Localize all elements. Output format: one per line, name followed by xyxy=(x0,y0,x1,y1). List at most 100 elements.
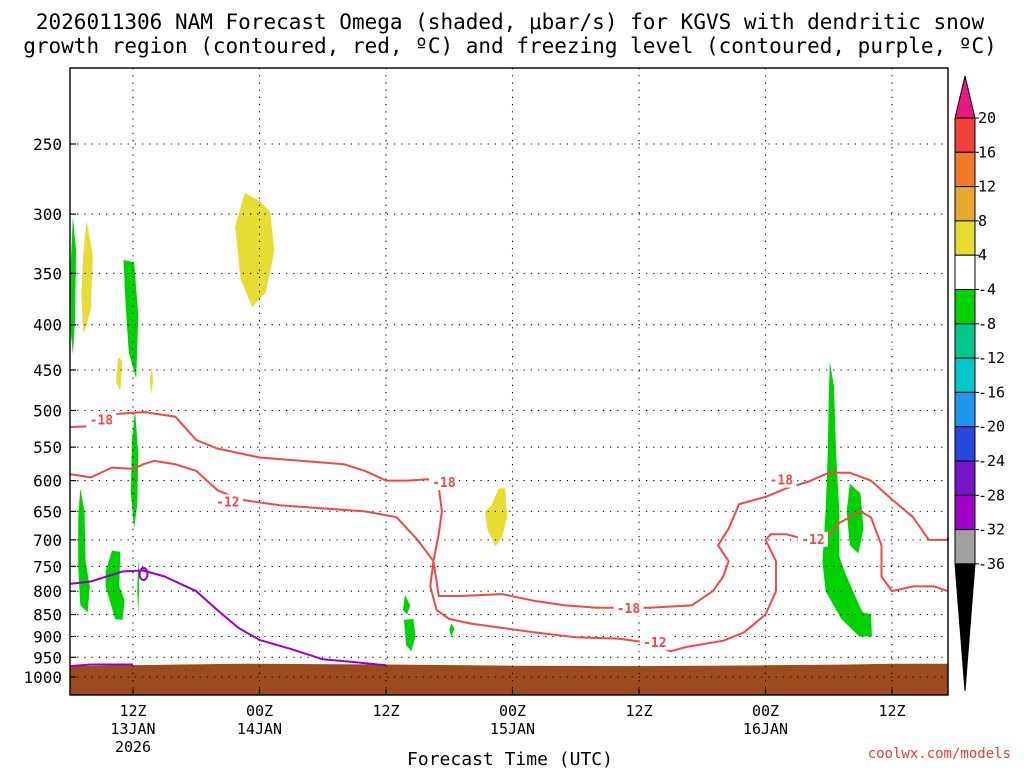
colorbar-bin xyxy=(954,151,976,188)
y-tick-label: 350 xyxy=(33,264,62,283)
colorbar-tick-label: -12 xyxy=(978,349,1005,367)
colorbar-tick-label: -24 xyxy=(978,452,1005,470)
x-tick-label: 12Z xyxy=(372,702,399,720)
contour-label-backing xyxy=(797,531,828,547)
colorbar-bin xyxy=(954,220,976,256)
x-tick-label: 2026 xyxy=(115,738,151,756)
terrain-fill xyxy=(70,663,948,695)
colorbar-tick-label: 20 xyxy=(978,109,996,127)
contour-label-backing xyxy=(766,472,797,488)
plot-area xyxy=(70,68,948,695)
colorbar-tick-label: 4 xyxy=(978,246,987,264)
contour-label: -12 xyxy=(643,636,666,651)
sinking-omega-region-5 xyxy=(70,216,77,355)
colorbar-bin xyxy=(954,426,976,462)
contour-layer: -18 -12 -18 -18 -18 -12 -12 xyxy=(69,411,949,668)
colorbar-tick-label: 16 xyxy=(978,143,996,161)
colorbar-bin xyxy=(954,357,976,393)
omega-shading-layer xyxy=(70,193,872,652)
y-tick-label: 950 xyxy=(33,648,62,667)
rising-omega-region-0 xyxy=(81,220,93,335)
contour-label: -18 xyxy=(770,474,794,489)
y-tick-label: 650 xyxy=(33,502,62,521)
y-tick-label: 400 xyxy=(33,316,62,335)
y-tick-label: 750 xyxy=(33,557,62,576)
colorbar-bin xyxy=(954,289,976,325)
colorbar-tick-label: 12 xyxy=(978,178,996,196)
y-tick-label: 500 xyxy=(33,402,62,421)
contour-label-backing xyxy=(212,494,243,510)
sinking-omega-region-15 xyxy=(846,483,864,554)
x-tick-label: 12Z xyxy=(625,702,652,720)
colorbar-bin xyxy=(954,391,976,428)
y-tick-label: 300 xyxy=(33,205,62,224)
colorbar-bin xyxy=(954,529,976,565)
contour-label-backing xyxy=(428,475,459,491)
y-axis-ticks: 250 300 350 400 450 500 550 600 650 700 750 800 850 9… xyxy=(23,135,76,687)
x-tick-label: 13JAN xyxy=(110,720,155,738)
colorbar-under-arrow xyxy=(954,563,976,692)
contour-label: -18 xyxy=(617,602,641,617)
contour-label-backing xyxy=(613,601,644,617)
rising-omega-region-4 xyxy=(485,488,508,547)
dendritic-contour-minus18 xyxy=(69,411,949,609)
contour-label-backing xyxy=(86,412,117,428)
rising-omega-region-1 xyxy=(235,193,275,307)
x-tick-label: 00Z xyxy=(246,702,273,720)
dendritic-contour-minus12 xyxy=(69,459,949,653)
y-tick-label: 250 xyxy=(33,135,62,154)
freezing-level-contour-surface xyxy=(69,663,133,668)
colorbar-tick-label: -16 xyxy=(978,383,1005,401)
y-tick-label: 450 xyxy=(33,361,62,380)
colorbar-bin xyxy=(954,186,976,222)
colorbar-tick-label: -20 xyxy=(978,418,1005,436)
colorbar-tick-label: -36 xyxy=(978,555,1005,573)
sinking-omega-region-7 xyxy=(130,410,139,529)
y-tick-label: 900 xyxy=(33,627,62,646)
colorbar-tick-label: -8 xyxy=(978,315,996,333)
x-tick-label: 15JAN xyxy=(490,720,535,738)
y-tick-label: 550 xyxy=(33,438,62,457)
sinking-omega-region-14 xyxy=(822,361,872,637)
colorbar-bin xyxy=(954,254,976,290)
y-tick-label: 1000 xyxy=(23,668,62,687)
colorbar-bin xyxy=(954,117,976,153)
freezing-level-closed-contour xyxy=(138,567,149,582)
colorbar-bin xyxy=(954,323,976,359)
y-tick-label: 700 xyxy=(33,531,62,550)
sinking-omega-region-11 xyxy=(402,595,411,615)
rising-omega-region-2 xyxy=(116,357,123,391)
omega-colorbar: 20 16 12 8 4 -4 -8 -12 -16 -20 -24 -28 -32 -36 xyxy=(954,75,1005,692)
freezing-level-contour xyxy=(69,569,387,667)
y-tick-label: 600 xyxy=(33,472,62,491)
x-tick-label: 00Z xyxy=(752,702,779,720)
contour-label-backing xyxy=(639,634,670,650)
x-tick-label: 12Z xyxy=(119,702,146,720)
x-tick-label: 14JAN xyxy=(237,720,282,738)
sinking-omega-region-6 xyxy=(123,260,139,379)
colorbar-tick-label: -4 xyxy=(978,281,996,299)
chart-title-line-1: 2026011306 NAM Forecast Omega (shaded, μ… xyxy=(36,10,985,34)
sinking-omega-region-12 xyxy=(403,619,416,652)
x-tick-label: 12Z xyxy=(878,702,905,720)
colorbar-over-arrow xyxy=(954,75,976,119)
sinking-omega-region-13 xyxy=(449,623,455,637)
x-tick-label: 16JAN xyxy=(743,720,788,738)
colorbar-tick-label: 8 xyxy=(978,212,987,230)
contour-label: -12 xyxy=(801,533,824,548)
colorbar-bin xyxy=(954,460,976,496)
colorbar-tick-label: -32 xyxy=(978,521,1005,539)
plot-frame xyxy=(69,67,949,696)
contour-label: -18 xyxy=(432,476,456,491)
y-tick-label: 850 xyxy=(33,606,62,625)
contour-label: -18 xyxy=(90,413,114,428)
y-tick-label: 800 xyxy=(33,582,62,601)
colorbar-bin xyxy=(954,494,976,531)
contour-label: -12 xyxy=(216,495,239,510)
colorbar-tick-label: -28 xyxy=(978,486,1005,504)
rising-omega-region-3 xyxy=(149,365,153,395)
x-axis-label: Forecast Time (UTC) xyxy=(407,749,613,768)
credit-link[interactable]: coolwx.com/models xyxy=(868,746,1011,762)
